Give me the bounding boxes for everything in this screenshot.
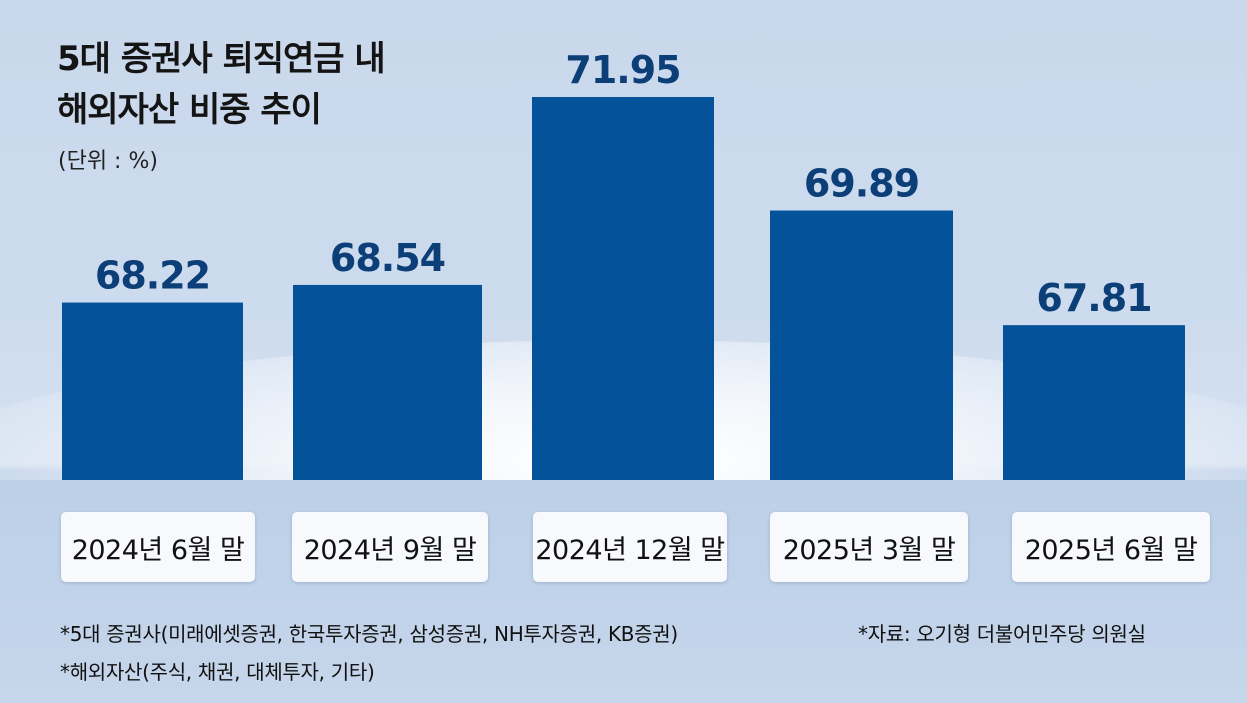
chart-title: 5대 증권사 퇴직연금 내 해외자산 비중 추이 xyxy=(57,34,386,136)
bar-2024-12 xyxy=(532,97,714,480)
value-label-2024-12: 71.95 xyxy=(565,48,680,92)
footnote-members: *5대 증권사(미래에셋증권, 한국투자증권, 삼성증권, NH투자증권, KB… xyxy=(60,622,678,646)
value-label-2025-06: 67.81 xyxy=(1036,276,1151,320)
title-line-1: 5대 증권사 퇴직연금 내 xyxy=(57,39,386,79)
category-label-2025-06: 2025년 6월 말 xyxy=(1012,512,1210,582)
bar-2024-09 xyxy=(293,284,482,480)
category-label-2024-09: 2024년 9월 말 xyxy=(292,512,488,582)
bar-2025-03 xyxy=(770,210,953,480)
unit-label: (단위 : %) xyxy=(58,149,158,174)
title-line-2: 해외자산 비중 추이 xyxy=(57,90,322,130)
footnote-assets: *해외자산(주식, 채권, 대체투자, 기타) xyxy=(60,660,375,684)
value-label-2024-09: 68.54 xyxy=(330,236,445,280)
footnote-source: *자료: 오기형 더불어민주당 의원실 xyxy=(858,622,1146,646)
category-label-2024-12: 2024년 12월 말 xyxy=(533,512,727,582)
value-label-2025-03: 69.89 xyxy=(804,162,919,206)
bar-2025-06 xyxy=(1003,325,1185,480)
category-label-2025-03: 2025년 3월 말 xyxy=(770,512,968,582)
category-label-2024-06: 2024년 6월 말 xyxy=(61,512,255,582)
value-label-2024-06: 68.22 xyxy=(95,254,210,298)
bar-2024-06 xyxy=(62,302,243,480)
